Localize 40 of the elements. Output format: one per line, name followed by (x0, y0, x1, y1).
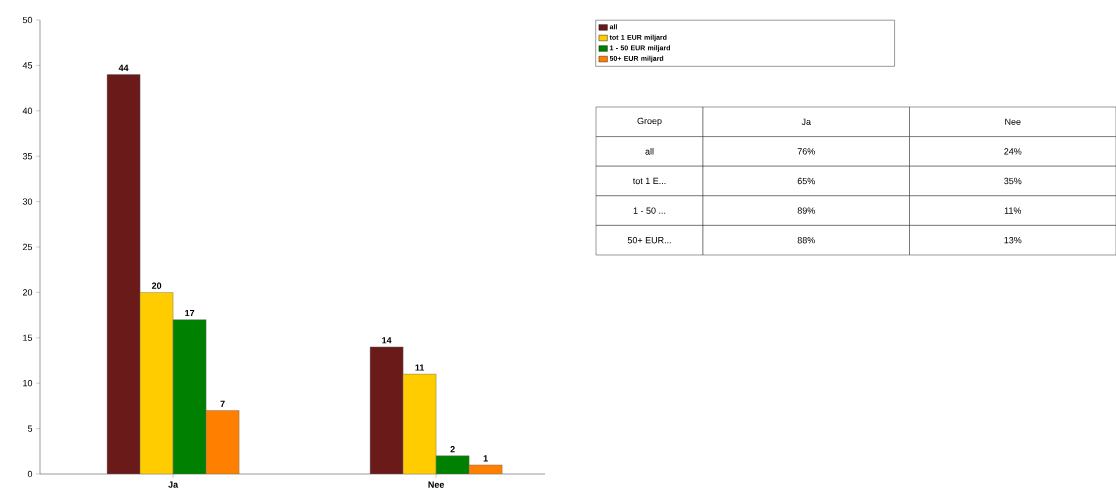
y-tick-label: 30 (22, 198, 33, 205)
y-tick-label: 15 (23, 334, 33, 341)
y-tick-label: 50 (22, 16, 33, 24)
text: Groep (637, 117, 662, 126)
data-label: 44 (118, 64, 129, 71)
bar (106, 74, 141, 474)
y-tick-label: 45 (22, 62, 33, 69)
text: 35% (1004, 177, 1022, 185)
data-label: 14 (382, 337, 392, 344)
data-label: 2 (450, 446, 455, 453)
category-label: Ja (801, 118, 811, 125)
category-label: all (645, 148, 654, 155)
data-label: 17 (185, 309, 195, 317)
category-label: 1 - 50 ... (633, 207, 666, 214)
text: 13% (1004, 237, 1022, 244)
y-tick-label: 40 (22, 107, 33, 114)
bar (205, 410, 240, 474)
bar (369, 346, 404, 474)
category-label: Nee (1005, 118, 1021, 125)
y-tick-label: 10 (23, 380, 33, 387)
data-label: 11 (415, 364, 425, 371)
y-tick-label: 35 (22, 153, 33, 160)
y-tick-label: 5 (27, 425, 33, 432)
y-tick-label: 25 (22, 243, 33, 251)
y-tick-label: 20 (22, 289, 33, 296)
category-label: tot 1 E... (632, 177, 666, 185)
text: 24% (1004, 148, 1022, 155)
data-label: 1 (483, 455, 488, 462)
bar (402, 373, 437, 474)
text: 65% (797, 177, 815, 185)
text: 11% (1004, 207, 1022, 214)
data-label: 7 (220, 400, 225, 407)
text: 76% (797, 148, 815, 155)
text: 88% (797, 237, 815, 244)
bar (139, 292, 174, 474)
category-label: 50+ EUR... (627, 237, 671, 244)
y-tick-label: 0 (27, 470, 33, 478)
text: 89% (797, 207, 815, 214)
bar (172, 319, 207, 474)
data-label: 20 (151, 282, 162, 289)
